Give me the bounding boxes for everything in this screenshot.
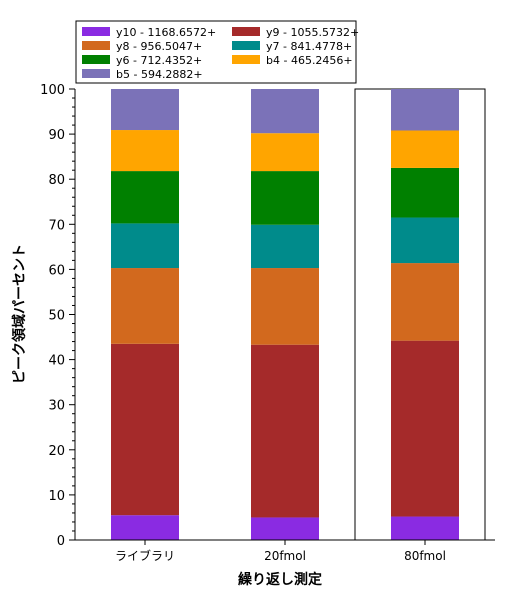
y-axis-title: ピーク領域パーセント (11, 244, 28, 384)
y-tick-label: 80 (48, 173, 65, 188)
legend-item-label: b4 - 465.2456+ (266, 54, 353, 67)
y-tick-label: 100 (40, 83, 65, 98)
bar-segment[interactable] (391, 516, 459, 540)
legend-swatch (232, 55, 260, 64)
y-tick-label: 90 (48, 128, 65, 143)
legend-swatch (82, 69, 110, 78)
legend-swatch (82, 41, 110, 50)
bar-segment[interactable] (111, 515, 179, 540)
y-tick-label: 30 (48, 399, 65, 414)
bar-segment[interactable] (111, 171, 179, 224)
y-tick-label: 60 (48, 263, 65, 278)
legend-swatch (232, 41, 260, 50)
bar-segment[interactable] (251, 344, 319, 518)
legend-item-label: y8 - 956.5047+ (116, 40, 202, 53)
legend-item-label: y7 - 841.4778+ (266, 40, 352, 53)
y-tick-label: 40 (48, 354, 65, 369)
bar-segment[interactable] (251, 224, 319, 269)
y-tick-label: 70 (48, 218, 65, 233)
x-tick-label: 20fmol (264, 549, 306, 563)
bar-segment[interactable] (391, 340, 459, 517)
bar-segment[interactable] (391, 89, 459, 131)
bar-segment[interactable] (251, 133, 319, 172)
bar-segment[interactable] (251, 89, 319, 134)
y-axis: 0 10 20 30 40 50 60 70 80 90 100 (40, 83, 76, 549)
legend-item-label: y10 - 1168.6572+ (116, 26, 216, 39)
legend-box (75, 20, 357, 84)
legend-item-label: b5 - 594.2882+ (116, 68, 203, 81)
legend-item-label: y9 - 1055.5732+ (266, 26, 359, 39)
x-axis: ライブラリ 20fmol 80fmol (75, 539, 495, 563)
x-tick-label: ライブラリ (115, 548, 175, 563)
x-tick-label: 80fmol (404, 549, 446, 563)
bar-segment[interactable] (111, 343, 179, 516)
legend: y10 - 1168.6572+ y9 - 1055.5732+ y8 - 956.… (75, 20, 359, 84)
y-tick-label: 0 (57, 534, 65, 549)
bar-segment[interactable] (111, 268, 179, 344)
y-tick-label: 50 (48, 309, 65, 324)
bar-segment[interactable] (391, 130, 459, 168)
bar-segment[interactable] (251, 268, 319, 345)
legend-swatch (232, 27, 260, 36)
bar-segment[interactable] (251, 517, 319, 540)
bar-segment[interactable] (391, 263, 459, 341)
bar-segment[interactable] (111, 130, 179, 172)
legend-swatch (82, 55, 110, 64)
y-tick-label: 10 (48, 489, 65, 504)
legend-item-label: y6 - 712.4352+ (116, 54, 202, 67)
bar-segment[interactable] (391, 167, 459, 218)
y-tick-label: 20 (48, 444, 65, 459)
bar-segment[interactable] (111, 89, 179, 131)
legend-swatch (82, 27, 110, 36)
bar-segment[interactable] (391, 217, 459, 264)
x-axis-title: 繰り返し測定 (238, 571, 322, 588)
bar-segment[interactable] (111, 223, 179, 269)
bar-segment[interactable] (251, 171, 319, 225)
bars (111, 88, 486, 541)
